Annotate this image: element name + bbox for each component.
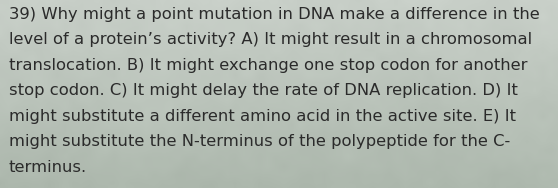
Text: might substitute a different amino acid in the active site. E) It: might substitute a different amino acid …: [9, 109, 516, 124]
Text: stop codon. C) It might delay the rate of DNA replication. D) It: stop codon. C) It might delay the rate o…: [9, 83, 518, 98]
Text: 39) Why might a point mutation in DNA make a difference in the: 39) Why might a point mutation in DNA ma…: [9, 7, 540, 22]
Text: translocation. B) It might exchange one stop codon for another: translocation. B) It might exchange one …: [9, 58, 527, 73]
Text: might substitute the N-terminus of the polypeptide for the C-: might substitute the N-terminus of the p…: [9, 134, 510, 149]
Text: level of a protein’s activity? A) It might result in a chromosomal: level of a protein’s activity? A) It mig…: [9, 32, 532, 47]
Text: terminus.: terminus.: [9, 160, 87, 175]
